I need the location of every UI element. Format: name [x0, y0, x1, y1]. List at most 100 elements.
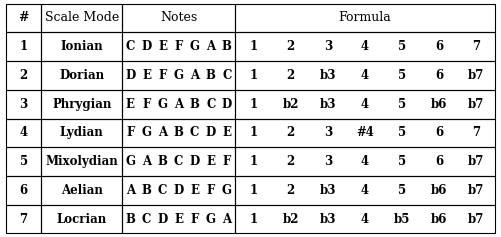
Text: 6: 6: [435, 69, 443, 82]
Bar: [122, 147, 235, 176]
Text: E: E: [222, 126, 231, 139]
Text: 3: 3: [324, 155, 332, 168]
Text: Ionian: Ionian: [61, 40, 103, 53]
Text: E: E: [158, 40, 167, 53]
Text: 4: 4: [361, 69, 369, 82]
Text: 3: 3: [20, 98, 28, 111]
Text: A: A: [174, 98, 183, 111]
Text: E: E: [190, 184, 199, 197]
Text: b7: b7: [468, 69, 484, 82]
Text: Formula: Formula: [339, 11, 391, 24]
Bar: [122, 4, 235, 32]
Text: 2: 2: [287, 126, 295, 139]
Text: #: #: [19, 11, 29, 24]
Bar: [235, 205, 495, 233]
Bar: [235, 90, 495, 118]
Bar: [41, 176, 122, 205]
Text: A: A: [222, 213, 231, 226]
Text: B: B: [142, 184, 151, 197]
Text: 5: 5: [398, 69, 406, 82]
Text: 1: 1: [249, 155, 258, 168]
Bar: [6, 4, 41, 32]
Text: A: A: [206, 40, 215, 53]
Bar: [41, 118, 122, 147]
Text: 1: 1: [249, 213, 258, 226]
Text: G: G: [141, 126, 151, 139]
Text: 7: 7: [20, 213, 28, 226]
Text: Locrian: Locrian: [57, 213, 107, 226]
Text: 5: 5: [398, 40, 406, 53]
Text: D: D: [125, 69, 136, 82]
Bar: [122, 90, 235, 118]
Text: 2: 2: [287, 155, 295, 168]
Text: 1: 1: [249, 98, 258, 111]
Text: b3: b3: [320, 213, 336, 226]
Bar: [122, 205, 235, 233]
Text: #4: #4: [356, 126, 374, 139]
Text: B: B: [125, 213, 135, 226]
Text: b3: b3: [320, 69, 336, 82]
Text: G: G: [190, 40, 200, 53]
Text: Dorian: Dorian: [59, 69, 104, 82]
Bar: [122, 118, 235, 147]
Bar: [41, 90, 122, 118]
Bar: [6, 90, 41, 118]
Text: F: F: [223, 155, 231, 168]
Text: E: E: [206, 155, 215, 168]
Text: b6: b6: [431, 98, 447, 111]
Bar: [6, 32, 41, 61]
Text: A: A: [142, 155, 151, 168]
Text: A: A: [126, 184, 135, 197]
Bar: [6, 147, 41, 176]
Text: 3: 3: [324, 126, 332, 139]
Text: D: D: [205, 126, 216, 139]
Text: E: E: [126, 98, 135, 111]
Text: D: D: [222, 98, 232, 111]
Bar: [122, 61, 235, 90]
Text: 4: 4: [361, 155, 369, 168]
Text: 4: 4: [361, 98, 369, 111]
Text: b3: b3: [320, 98, 336, 111]
Bar: [6, 176, 41, 205]
Bar: [6, 61, 41, 90]
Bar: [41, 147, 122, 176]
Text: b6: b6: [431, 213, 447, 226]
Text: 7: 7: [472, 40, 480, 53]
Text: G: G: [157, 98, 167, 111]
Text: Scale Mode: Scale Mode: [45, 11, 119, 24]
Text: C: C: [126, 40, 135, 53]
Bar: [41, 4, 122, 32]
Text: 4: 4: [20, 126, 28, 139]
Bar: [41, 32, 122, 61]
Text: D: D: [141, 40, 152, 53]
Text: 4: 4: [361, 40, 369, 53]
Text: 6: 6: [435, 155, 443, 168]
Text: B: B: [190, 98, 199, 111]
Bar: [122, 32, 235, 61]
Text: G: G: [174, 69, 184, 82]
Text: 1: 1: [249, 184, 258, 197]
Text: F: F: [158, 69, 167, 82]
Text: 1: 1: [20, 40, 28, 53]
Text: A: A: [190, 69, 199, 82]
Text: C: C: [174, 155, 183, 168]
Text: 6: 6: [435, 126, 443, 139]
Bar: [122, 176, 235, 205]
Text: 1: 1: [249, 126, 258, 139]
Text: 2: 2: [287, 69, 295, 82]
Text: b7: b7: [468, 155, 484, 168]
Bar: [6, 205, 41, 233]
Text: Phrygian: Phrygian: [52, 98, 112, 111]
Bar: [235, 147, 495, 176]
Text: 7: 7: [472, 126, 480, 139]
Text: b7: b7: [468, 213, 484, 226]
Text: D: D: [157, 213, 168, 226]
Text: 5: 5: [398, 184, 406, 197]
Text: F: F: [190, 213, 199, 226]
Bar: [235, 32, 495, 61]
Text: C: C: [222, 69, 231, 82]
Text: b7: b7: [468, 98, 484, 111]
Text: C: C: [206, 98, 215, 111]
Text: F: F: [142, 98, 151, 111]
Text: 2: 2: [287, 184, 295, 197]
